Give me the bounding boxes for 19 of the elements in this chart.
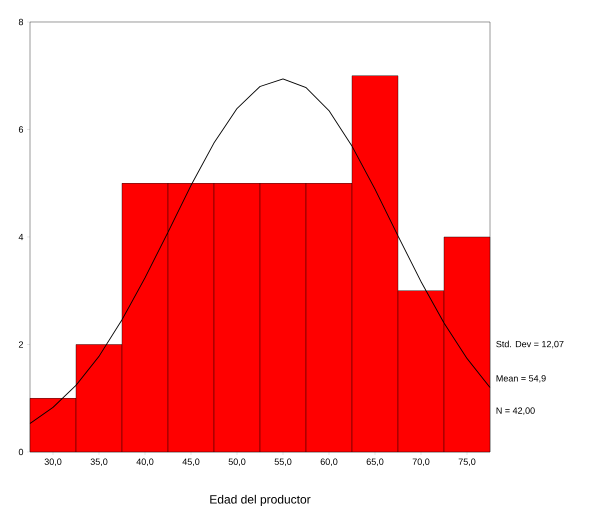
x-tick-label: 75,0 bbox=[458, 458, 476, 466]
x-tick-label: 65,0 bbox=[366, 458, 384, 466]
y-tick-label: 6 bbox=[18, 126, 24, 133]
text: Mean = 54,9 bbox=[496, 375, 546, 383]
y-tick-label: 0 bbox=[18, 448, 24, 456]
x-tick-label: 35,0 bbox=[90, 458, 108, 466]
x-tick-label: 45,0 bbox=[182, 458, 200, 466]
x-axis-title: Edad del productor bbox=[210, 494, 310, 506]
y-tick-label: 4 bbox=[18, 234, 24, 240]
x-tick-label: 70,0 bbox=[412, 458, 430, 466]
y-tick-label: 8 bbox=[18, 18, 24, 26]
x-tick-label: 60,0 bbox=[320, 458, 338, 466]
x-tick-label: 50,0 bbox=[228, 458, 246, 466]
y-tick-label: 2 bbox=[18, 341, 24, 348]
text: N = 42,00 bbox=[496, 407, 535, 415]
text: Std. Dev = 12,07 bbox=[496, 340, 564, 348]
x-tick-label: 40,0 bbox=[136, 458, 154, 466]
x-tick-label: 30,0 bbox=[44, 458, 62, 466]
x-tick-label: 55,0 bbox=[274, 458, 292, 466]
